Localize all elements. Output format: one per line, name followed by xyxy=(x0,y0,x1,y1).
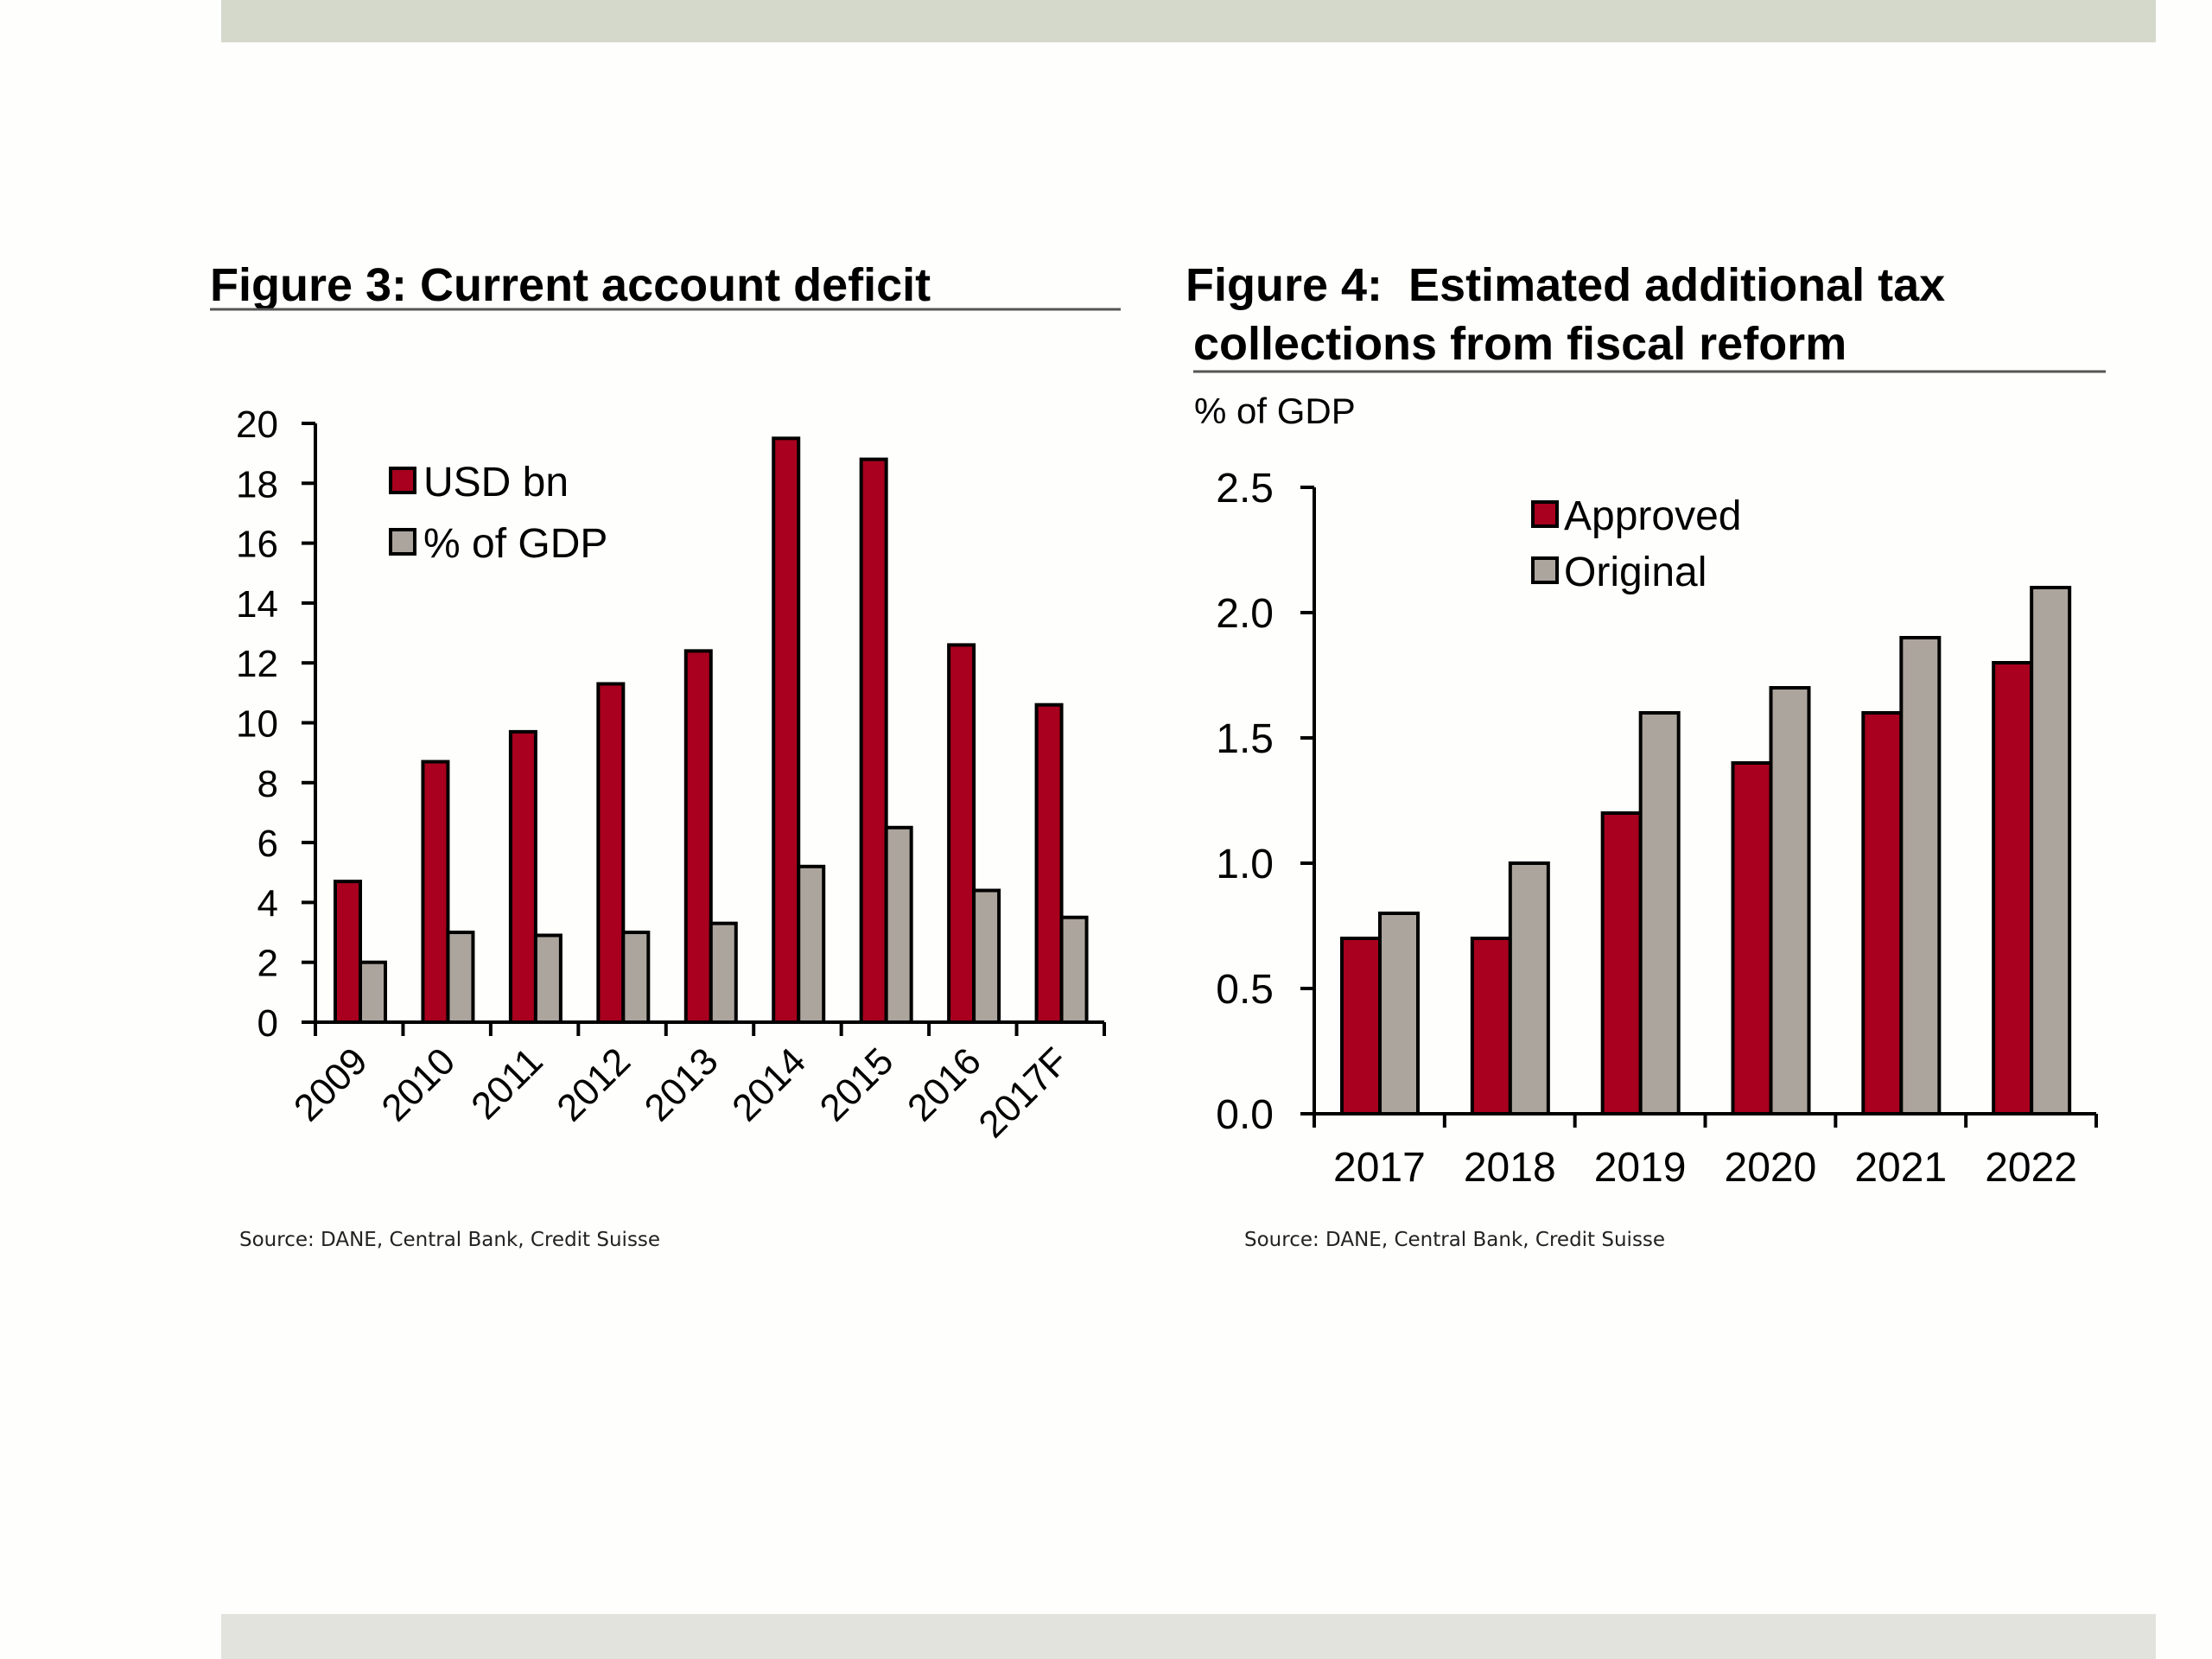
x-tick-label: 2020 xyxy=(1725,1145,1817,1191)
bar-usd-bn-2010 xyxy=(421,760,450,1024)
bar-usd-bn-2015 xyxy=(859,457,888,1024)
x-tick-label: 2013 xyxy=(637,1039,727,1129)
bar-usd-bn-2011 xyxy=(508,729,537,1025)
figure-4-source: Source: DANE, Central Bank, Credit Suiss… xyxy=(1244,1229,1665,1251)
figure-3: Figure 3: Current account deficit 0 2 4 6 8 1… xyxy=(210,259,1121,1251)
bar-approved-2018 xyxy=(1470,937,1512,1116)
top-banner xyxy=(221,0,2156,42)
y-tick-label: 4 xyxy=(257,882,278,925)
bar-usd-bn-2014 xyxy=(772,436,801,1024)
bar-approved-2019 xyxy=(1600,811,1643,1116)
bar-pct-of-gdp-2012 xyxy=(621,931,651,1025)
bar-usd-bn-2016 xyxy=(947,643,976,1024)
y-tick-label: 18 xyxy=(236,463,278,505)
y-tick-label: 2 xyxy=(257,943,278,985)
figure-3-title: Figure 3: Current account deficit xyxy=(210,259,931,311)
bar-original-2019 xyxy=(1638,711,1681,1116)
bar-pct-of-gdp-2016 xyxy=(972,888,1001,1025)
legend-swatch-original xyxy=(1531,556,1559,584)
legend-label-pct-gdp: % of GDP xyxy=(423,521,607,567)
bar-usd-bn-2013 xyxy=(683,649,713,1025)
x-tick-label: 2010 xyxy=(373,1039,463,1129)
legend-swatch-pct-gdp xyxy=(389,528,416,556)
y-tick-label: 12 xyxy=(236,643,278,685)
y-tick-label: 0 xyxy=(257,1002,278,1045)
x-tick-label: 2021 xyxy=(1854,1145,1947,1191)
legend-label-original: Original xyxy=(1564,550,1707,595)
bar-pct-of-gdp-2015 xyxy=(884,825,913,1025)
bar-usd-bn-2009 xyxy=(334,880,362,1025)
bar-original-2020 xyxy=(1769,686,1811,1116)
y-tick-label: 8 xyxy=(257,763,278,805)
bottom-banner xyxy=(221,1614,2156,1659)
x-tick-label: 2022 xyxy=(1985,1145,2077,1191)
y-tick-label: 0.5 xyxy=(1216,967,1274,1013)
bar-approved-2021 xyxy=(1861,711,1904,1116)
x-tick-label: 2011 xyxy=(463,1039,551,1128)
figure-3-source: Source: DANE, Central Bank, Credit Suiss… xyxy=(239,1229,660,1251)
bar-usd-bn-2017f xyxy=(1034,702,1064,1025)
y-tick-label: 2.5 xyxy=(1216,466,1274,512)
bar-usd-bn-2012 xyxy=(596,682,626,1025)
figure-4-title-line-1: Figure 4: Estimated additional tax xyxy=(1185,259,1945,311)
figure-4-plot: 0.0 0.5 1.0 1.5 2.0 2.5 2017 2018 2019 2020 2021 20… xyxy=(1216,466,2098,1191)
y-tick-label: 10 xyxy=(236,703,278,746)
figure-4-legend: Approved Original xyxy=(1531,493,1741,595)
figure-4-unit-label: % of GDP xyxy=(1194,391,1356,431)
y-tick-label: 6 xyxy=(257,823,278,865)
y-tick-label: 14 xyxy=(236,583,278,626)
x-tick-label: 2012 xyxy=(549,1039,639,1129)
bar-pct-of-gdp-2009 xyxy=(359,960,387,1024)
bar-pct-of-gdp-2010 xyxy=(446,931,475,1025)
bar-pct-of-gdp-2013 xyxy=(709,921,738,1025)
y-tick-label: 1.5 xyxy=(1216,716,1274,762)
y-tick-label: 2.0 xyxy=(1216,591,1274,637)
x-tick-label: 2018 xyxy=(1464,1145,1556,1191)
x-tick-label: 2009 xyxy=(286,1039,376,1129)
x-tick-label: 2015 xyxy=(812,1039,902,1129)
bar-original-2018 xyxy=(1508,861,1550,1116)
legend-label-approved: Approved xyxy=(1564,493,1741,539)
bar-original-2021 xyxy=(1899,636,1942,1116)
bar-pct-of-gdp-2014 xyxy=(797,864,826,1024)
bar-approved-2022 xyxy=(1992,661,2034,1116)
legend-swatch-usd-bn xyxy=(389,467,416,494)
bar-original-2017 xyxy=(1378,912,1420,1116)
x-tick-label: 2014 xyxy=(724,1039,814,1129)
bar-pct-of-gdp-2017f xyxy=(1059,915,1089,1024)
figure-4-title-line-2: collections from fiscal reform xyxy=(1193,318,1847,370)
bar-approved-2017 xyxy=(1340,937,1382,1116)
x-tick-label: 2019 xyxy=(1594,1145,1687,1191)
legend-label-usd-bn: USD bn xyxy=(423,460,569,505)
y-tick-label: 20 xyxy=(236,404,278,446)
bar-pct-of-gdp-2011 xyxy=(533,933,563,1025)
bar-approved-2020 xyxy=(1731,761,1773,1116)
legend-swatch-approved xyxy=(1531,500,1559,528)
y-tick-label: 0.0 xyxy=(1216,1092,1274,1138)
figure-4: Figure 4: Estimated additional tax colle… xyxy=(1185,259,2106,1251)
y-tick-label: 16 xyxy=(236,524,278,566)
figure-3-legend: USD bn % of GDP xyxy=(389,460,607,567)
y-tick-label: 1.0 xyxy=(1216,842,1274,887)
x-tick-label: 2017 xyxy=(1333,1145,1426,1191)
x-tick-label: 2017F xyxy=(970,1039,1077,1146)
bar-original-2022 xyxy=(2030,586,2072,1116)
